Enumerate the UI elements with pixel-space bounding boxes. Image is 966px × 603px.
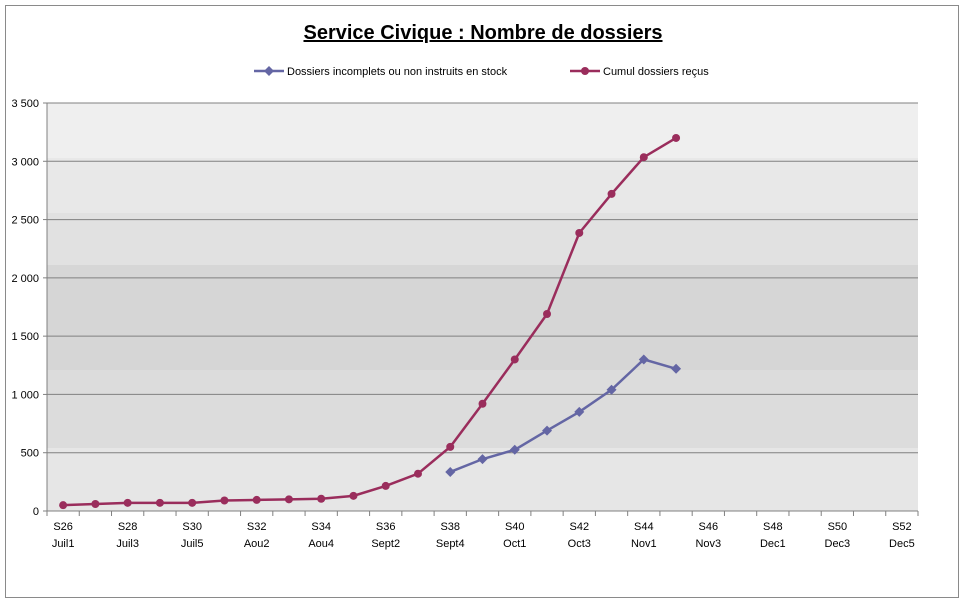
x-tick-label: S26: [53, 521, 73, 533]
data-point-series-2: [155, 498, 164, 507]
x-tick-label: S30: [182, 521, 202, 533]
data-point-series-2: [188, 498, 197, 507]
x-tick-label: S34: [311, 521, 331, 533]
legend-label-2: Cumul dossiers reçus: [603, 66, 709, 78]
x-tick-month-label: Juil5: [181, 538, 204, 550]
data-point-series-2: [446, 442, 455, 451]
data-point-series-2: [639, 153, 648, 162]
x-tick-month-label: Oct1: [503, 538, 526, 550]
data-point-series-2: [59, 501, 68, 510]
data-point-series-2: [220, 496, 229, 505]
data-point-series-2: [252, 495, 261, 504]
data-point-series-2: [413, 469, 422, 478]
x-tick-month-label: Dec3: [825, 538, 851, 550]
y-tick-label: 3 000: [11, 156, 39, 168]
x-tick-month-label: Juil3: [116, 538, 139, 550]
plot-background-band: [47, 265, 918, 370]
data-point-series-1: [509, 444, 520, 455]
x-tick-month-label: Aou2: [244, 538, 270, 550]
x-tick-label: S32: [247, 521, 267, 533]
data-point-series-2: [317, 494, 326, 503]
x-tick-month-label: Dec1: [760, 538, 786, 550]
data-point-series-2: [607, 189, 616, 198]
x-tick-label: S38: [440, 521, 460, 533]
plot-background-band: [47, 370, 918, 448]
y-tick-label: 2 000: [11, 273, 39, 285]
data-point-series-2: [478, 399, 487, 408]
data-point-series-1: [638, 354, 649, 365]
y-tick-label: 1 500: [11, 331, 39, 343]
x-tick-label: S28: [118, 521, 138, 533]
x-tick-label: S42: [569, 521, 589, 533]
data-point-series-2: [349, 491, 358, 500]
y-tick-label: 1 000: [11, 389, 39, 401]
data-point-series-2: [123, 498, 132, 507]
data-point-series-1: [671, 363, 682, 374]
chart-title: Service Civique : Nombre de dossiers: [303, 22, 663, 44]
data-point-series-2: [672, 133, 681, 142]
y-tick-label: 3 500: [11, 98, 39, 110]
x-tick-month-label: Juil1: [52, 538, 75, 550]
data-point-series-1: [606, 384, 617, 395]
y-tick-label: 500: [21, 448, 39, 460]
data-point-series-2: [91, 500, 100, 509]
legend-marker-1: [264, 66, 274, 76]
x-tick-month-label: Oct3: [568, 538, 591, 550]
series-line-1: [449, 358, 677, 474]
data-point-series-2: [284, 495, 293, 504]
x-tick-month-label: Aou4: [308, 538, 334, 550]
data-point-series-2: [543, 309, 552, 318]
x-tick-month-label: Dec5: [889, 538, 915, 550]
plot-background-band: [47, 158, 918, 213]
data-point-series-1: [477, 454, 488, 465]
data-point-series-1: [542, 425, 553, 436]
data-point-series-2: [575, 228, 584, 237]
x-tick-label: S48: [763, 521, 783, 533]
legend-label-1: Dossiers incomplets ou non instruits en …: [287, 66, 508, 78]
x-tick-label: S40: [505, 521, 525, 533]
x-tick-label: S36: [376, 521, 396, 533]
data-point-series-2: [510, 355, 519, 364]
x-tick-label: S50: [828, 521, 848, 533]
x-tick-month-label: Nov1: [631, 538, 657, 550]
x-tick-label: S52: [892, 521, 912, 533]
data-point-series-2: [381, 481, 390, 490]
plot-background-band: [47, 103, 918, 158]
x-tick-month-label: Sept4: [436, 538, 465, 550]
x-tick-month-label: Sept2: [371, 538, 400, 550]
series-line-2: [63, 136, 677, 507]
data-point-series-1: [574, 406, 585, 417]
x-tick-label: S46: [699, 521, 719, 533]
x-tick-label: S44: [634, 521, 654, 533]
y-tick-label: 2 500: [11, 215, 39, 227]
data-point-series-1: [445, 466, 456, 477]
legend-marker-2: [581, 67, 589, 75]
y-tick-label: 0: [33, 506, 39, 518]
x-tick-month-label: Nov3: [695, 538, 721, 550]
plot-background-band: [47, 213, 918, 265]
